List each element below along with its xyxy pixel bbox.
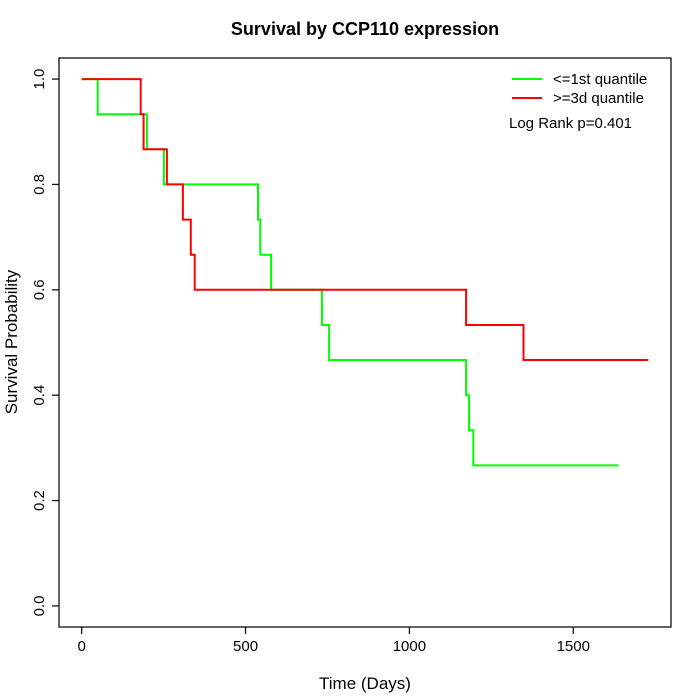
x-axis-title: Time (Days)	[319, 674, 411, 693]
x-tick-label: 1500	[557, 638, 590, 655]
y-tick-label: 1.0	[31, 69, 48, 90]
logrank-annotation: Log Rank p=0.401	[509, 115, 632, 132]
plot-box	[58, 57, 672, 628]
legend-item-label: >=3d quantile	[553, 90, 644, 107]
y-tick-label: 0.4	[31, 385, 48, 406]
y-tick-label: 0.0	[31, 595, 48, 616]
survival-curves	[81, 78, 649, 467]
y-tick-label: 0.6	[31, 279, 48, 300]
legend-item-label: <=1st quantile	[553, 71, 647, 88]
survival-curve-high	[81, 78, 649, 361]
x-axis-ticks: 0 500 1000 1500	[77, 627, 590, 655]
legend: <=1st quantile >=3d quantile Log Rank p=0.…	[509, 71, 647, 132]
y-tick-label: 0.8	[31, 174, 48, 195]
chart-title: Survival by CCP110 expression	[231, 19, 499, 39]
y-axis-ticks: 0.0 0.2 0.4 0.6 0.8 1.0	[31, 69, 59, 616]
x-tick-label: 0	[77, 638, 85, 655]
y-axis-title: Survival Probability	[2, 269, 21, 414]
y-tick-label: 0.2	[31, 490, 48, 511]
x-tick-label: 500	[233, 638, 258, 655]
survival-curve-low	[81, 78, 619, 467]
x-tick-label: 1000	[393, 638, 426, 655]
